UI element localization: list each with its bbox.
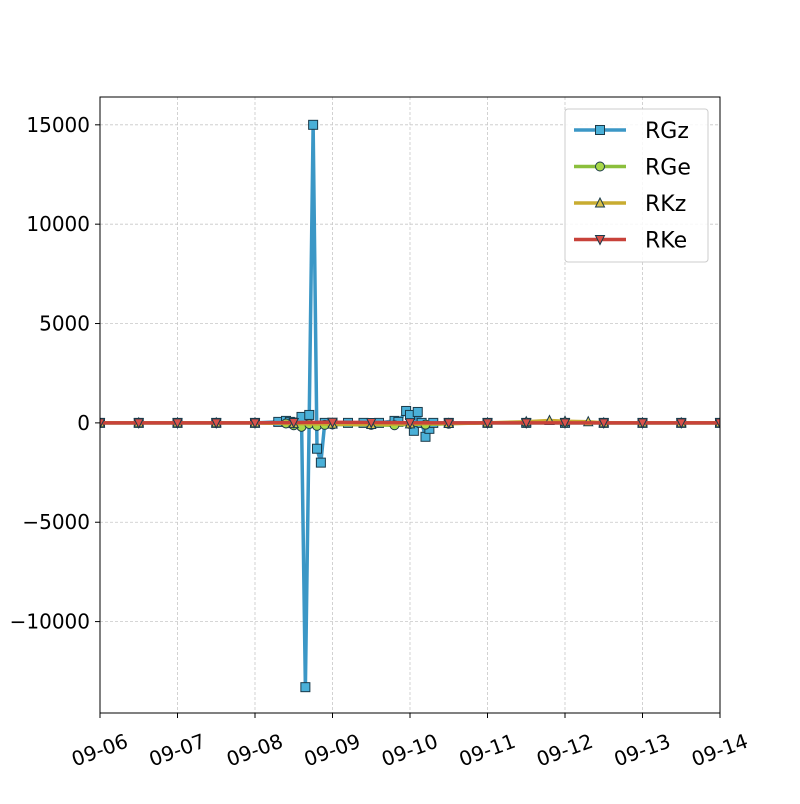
data-point-rke	[100, 418, 106, 430]
data-point-rke	[520, 418, 532, 430]
x-tick-label: 09-10	[378, 729, 441, 771]
legend-entry-rge: RGe	[574, 156, 691, 181]
y-tick-label: −5000	[22, 510, 90, 534]
data-point-rke	[714, 418, 720, 430]
legend-label-rgz: RGz	[645, 119, 689, 144]
x-tick-label: 09-08	[223, 729, 286, 771]
x-axis: 09-06 09-07 09-08 09-09 09-10 09-11 09-12 09-13…	[68, 713, 751, 771]
x-tick-label: 09-06	[68, 729, 131, 771]
data-point-rke	[404, 418, 416, 429]
legend-box	[564, 108, 709, 263]
x-tick-label: 09-09	[301, 729, 364, 771]
data-point-rke	[482, 418, 493, 430]
data-point-rke	[288, 417, 300, 429]
data-point-rke	[365, 417, 377, 429]
data-point-rgz	[412, 406, 423, 417]
legend-label-rke: RKe	[645, 229, 687, 254]
data-point-rke	[133, 418, 145, 430]
data-point-rgz	[304, 409, 315, 420]
legend-label-rkz: RKz	[645, 192, 686, 217]
data-point-rke	[210, 418, 222, 430]
legend: RGz RGe RKz RKe	[564, 108, 709, 263]
data-point-rgz	[308, 119, 319, 130]
data-point-rke	[598, 418, 610, 430]
legend-marker-rke	[594, 235, 606, 246]
legend-label-rge: RGe	[645, 156, 691, 181]
y-tick-label: 0	[77, 411, 90, 435]
data-point-rke	[172, 418, 183, 430]
x-tick-label: 09-07	[146, 729, 209, 771]
y-tick-label: −10000	[10, 610, 90, 634]
legend-entry-rke: RKe	[574, 229, 687, 254]
x-tick-label: 09-12	[533, 729, 596, 771]
data-point-rgz	[315, 457, 326, 468]
y-tick-label: 5000	[39, 312, 90, 336]
y-axis: 15000 10000 5000 0 −5000 −10000	[10, 113, 100, 634]
data-point-rgz	[312, 443, 322, 454]
legend-entry-rkz: RKz	[574, 192, 686, 217]
data-point-rke	[637, 418, 648, 430]
x-tick-label: 09-11	[456, 729, 519, 771]
data-point-rke	[249, 418, 261, 430]
data-point-rgz	[300, 682, 311, 693]
x-tick-label: 09-13	[611, 729, 674, 771]
data-point-rke	[675, 418, 687, 430]
series-layer	[100, 119, 720, 693]
data-point-rke	[327, 417, 338, 429]
legend-marker-rgz	[595, 125, 605, 135]
legend-marker-rkz	[594, 196, 606, 208]
y-tick-label: 15000	[26, 113, 90, 137]
legend-entry-rgz: RGz	[574, 119, 689, 144]
y-tick-label: 10000	[26, 212, 90, 236]
legend-marker-rge	[595, 161, 605, 172]
x-tick-label: 09-14	[688, 729, 751, 771]
data-point-rke	[443, 418, 455, 430]
data-point-rke	[559, 418, 571, 430]
